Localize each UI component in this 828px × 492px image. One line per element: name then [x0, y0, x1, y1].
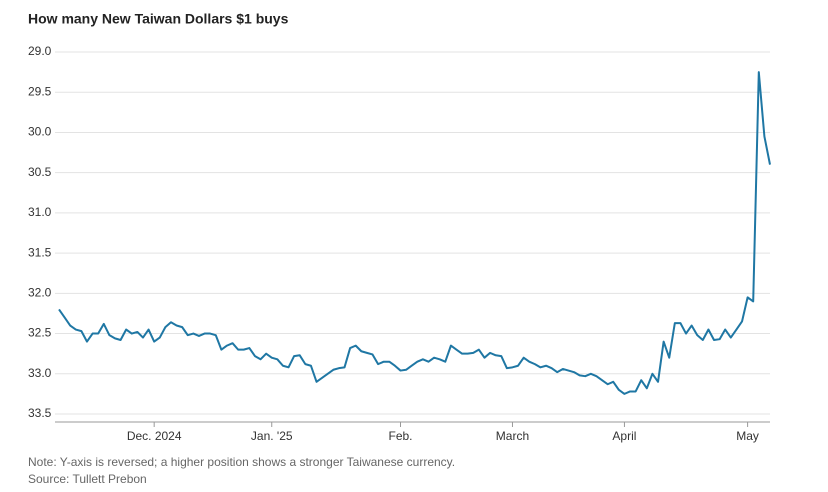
y-tick-label: 30.5 — [28, 165, 52, 179]
chart-title: How many New Taiwan Dollars $1 buys — [28, 11, 289, 27]
note: Note: Y-axis is reversed; a higher posit… — [28, 455, 455, 469]
y-tick-label: 33.5 — [28, 406, 52, 420]
y-tick-label: 32.0 — [28, 286, 52, 300]
x-tick-label: May — [736, 429, 759, 443]
y-tick-label: 31.5 — [28, 245, 52, 259]
source: Source: Tullett Prebon — [28, 472, 147, 486]
x-tick-label: March — [496, 429, 529, 443]
y-tick-label: 32.5 — [28, 326, 52, 340]
y-tick-label: 30.0 — [28, 125, 52, 139]
x-tick-label: April — [612, 429, 636, 443]
y-tick-label: 29.5 — [28, 84, 52, 98]
x-tick-label: Dec. 2024 — [127, 429, 182, 443]
x-tick-label: Jan. '25 — [251, 429, 293, 443]
y-tick-label: 29.0 — [28, 44, 52, 58]
y-tick-label: 31.0 — [28, 205, 52, 219]
x-tick-label: Feb. — [388, 429, 412, 443]
y-tick-label: 33.0 — [28, 366, 52, 380]
line — [58, 71, 771, 395]
